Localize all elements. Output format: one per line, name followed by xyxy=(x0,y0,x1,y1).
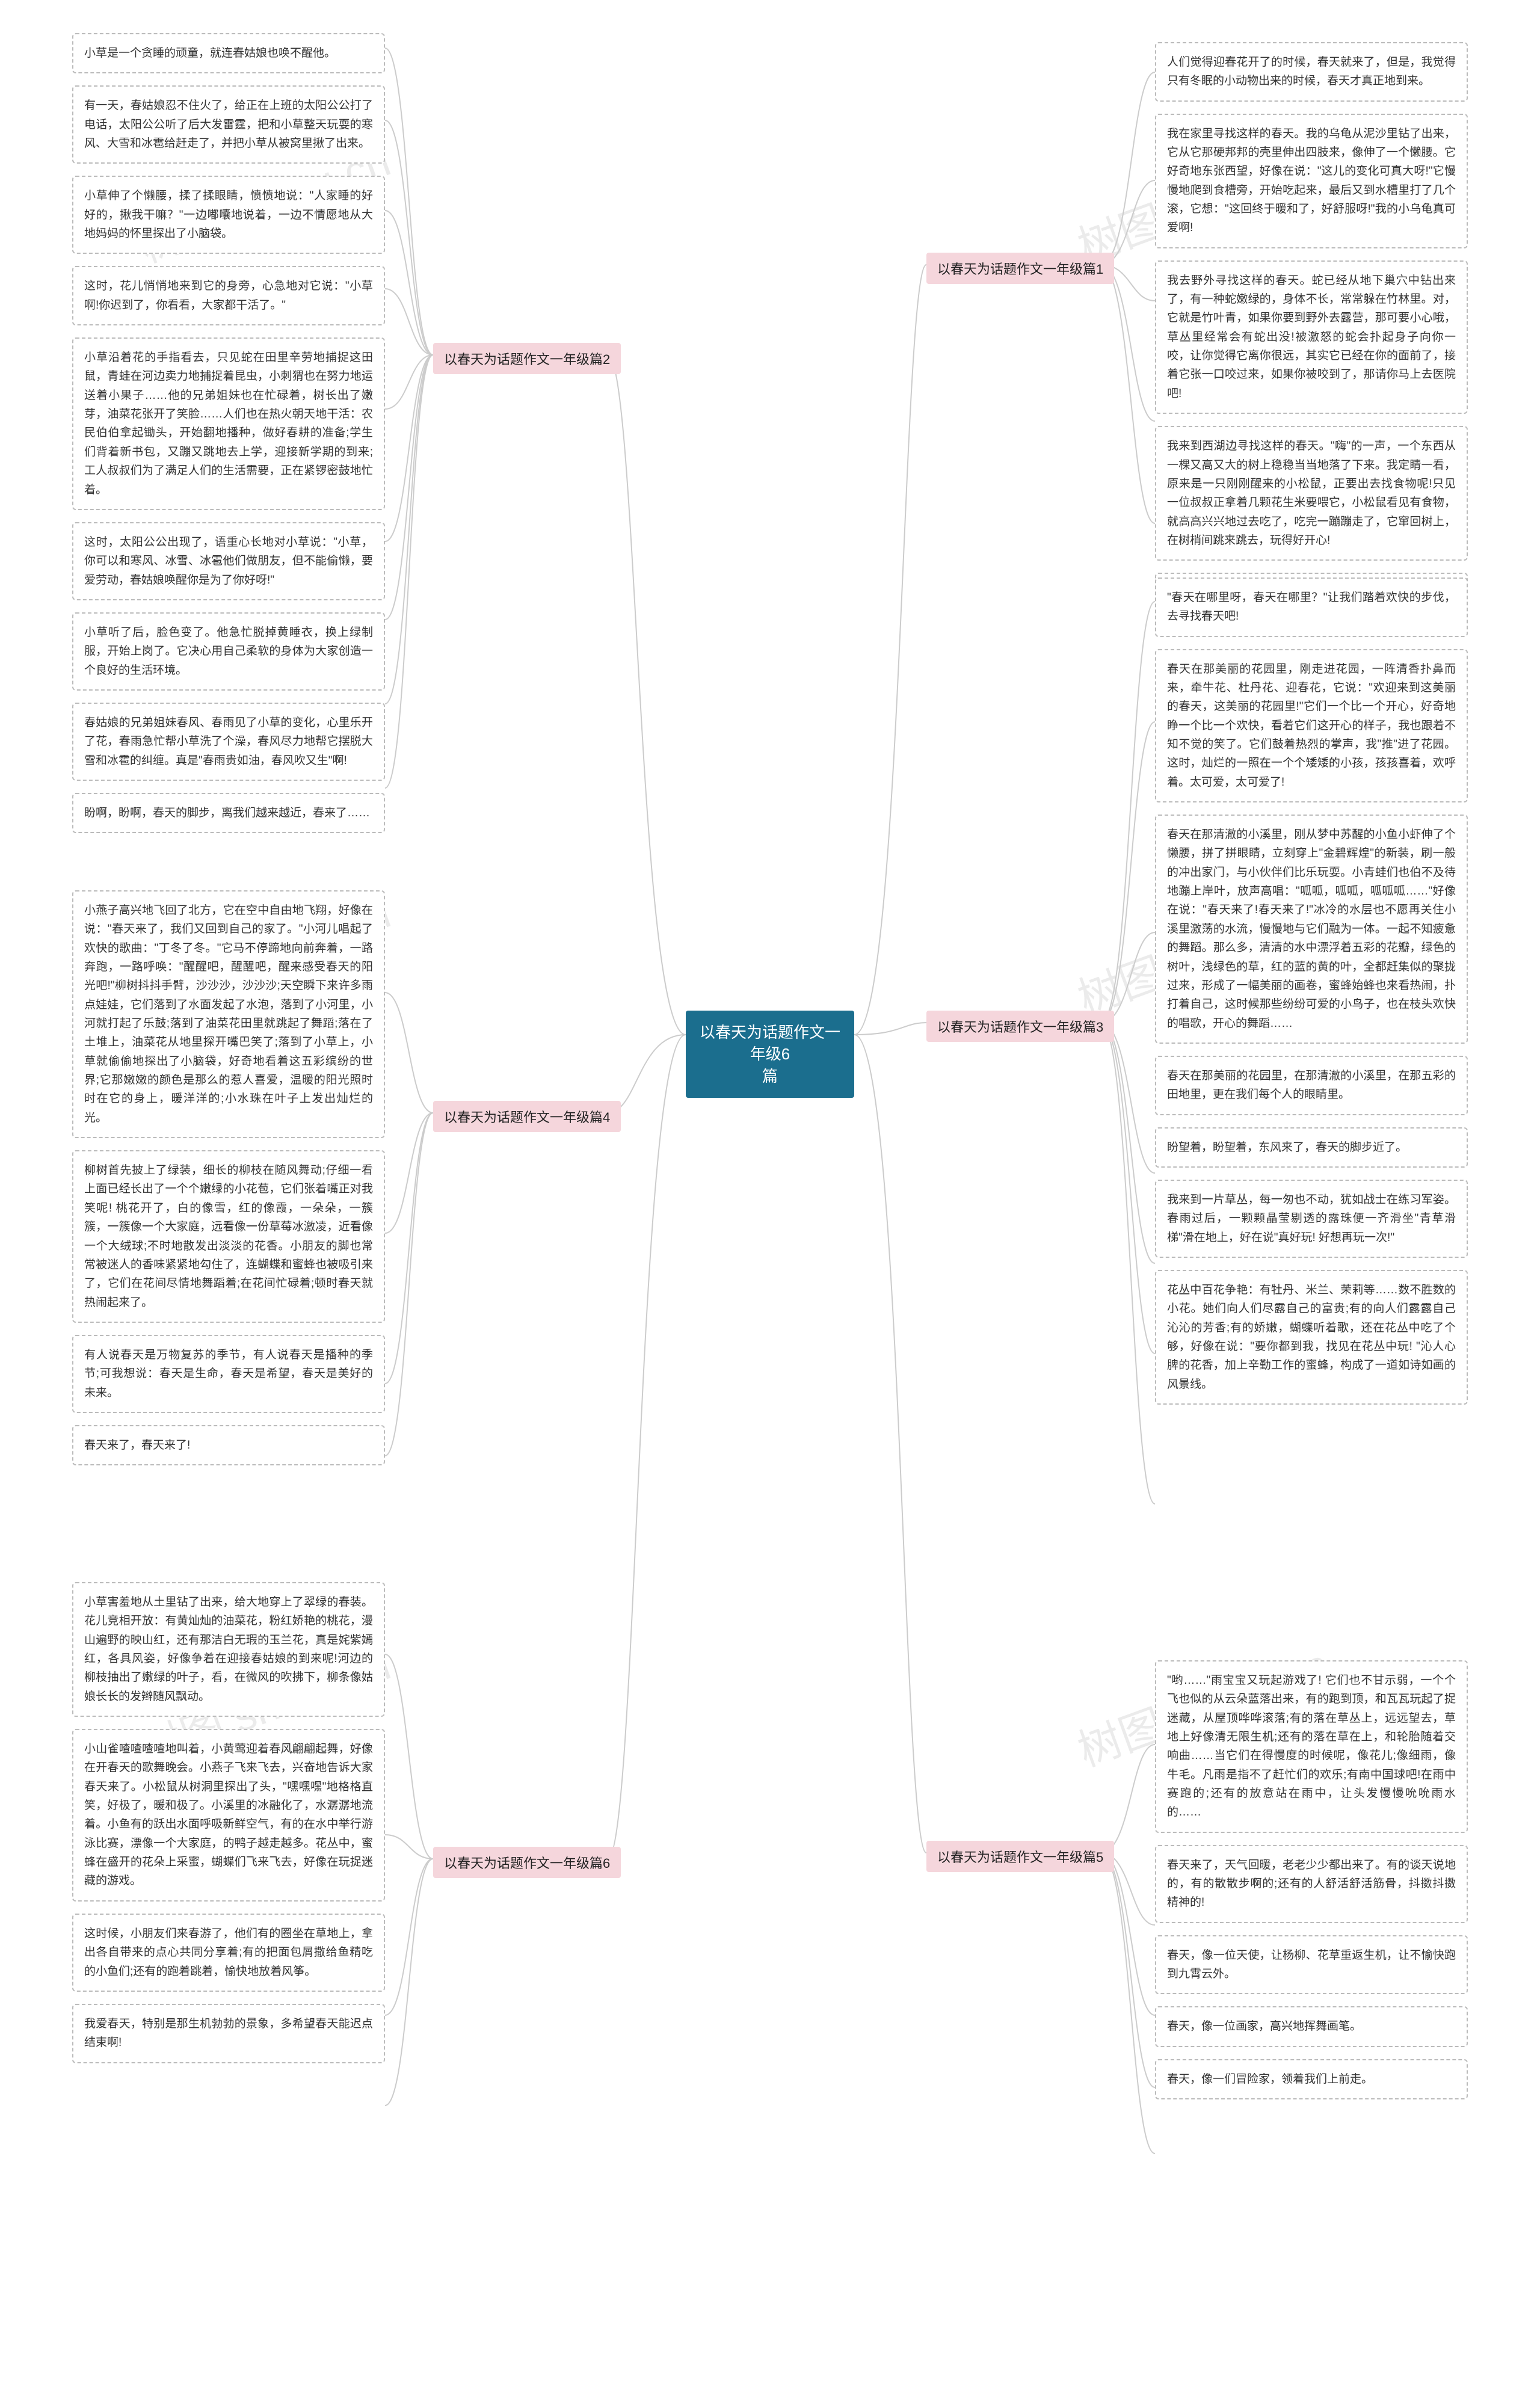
leaf-node: 小草害羞地从土里钻了出来，给大地穿上了翠绿的春装。花儿竞相开放：有黄灿灿的油菜花… xyxy=(72,1582,385,1717)
leaf-node: 小燕子高兴地飞回了北方，它在空中自由地飞翔，好像在说："春天来了，我们又回到自己… xyxy=(72,890,385,1138)
leaf-node: 春天来了，天气回暖，老老少少都出来了。有的谈天说地的，有的散散步啊的;还有的人舒… xyxy=(1155,1845,1468,1923)
leaf-node: 盼啊，盼啊，春天的脚步，离我们越来越近，春来了…… xyxy=(72,793,385,833)
leaf-column-2: 小草是一个贪睡的顽童，就连春姑娘也唤不醒他。 有一天，春姑娘忍不住火了，给正在上… xyxy=(72,33,385,833)
chapter-node-5: 以春天为话题作文一年级篇5 xyxy=(926,1841,1114,1872)
leaf-node: 小草沿着花的手指看去，只见蛇在田里辛劳地捕捉这田鼠，青蛙在河边卖力地捕捉着昆虫，… xyxy=(72,337,385,510)
leaf-node: 春天，像一位画家，高兴地挥舞画笔。 xyxy=(1155,2006,1468,2046)
leaf-node: 柳树首先披上了绿装，细长的柳枝在随风舞动;仔细一看上面已经长出了一个个嫩绿的小花… xyxy=(72,1150,385,1323)
leaf-column-5: "哟……"雨宝宝又玩起游戏了! 它们也不甘示弱，一个个飞也似的从云朵蓝落出来，有… xyxy=(1155,1660,1468,2099)
leaf-node: 春天，像一位天使，让杨柳、花草重返生机，让不愉快跑到九霄云外。 xyxy=(1155,1935,1468,1995)
leaf-node: 我来到西湖边寻找这样的春天。"嗨"的一声，一个东西从一棵又高又大的树上稳稳当当地… xyxy=(1155,426,1468,561)
leaf-node: 小草听了后，脸色变了。他急忙脱掉黄睡衣，换上绿制服，开始上岗了。它决心用自己柔软… xyxy=(72,612,385,691)
leaf-node: 小山雀喳喳喳喳地叫着，小黄莺迎着春风翩翩起舞，好像在开春天的歌舞晚会。小燕子飞来… xyxy=(72,1729,385,1902)
leaf-node: 这时，花儿悄悄地来到它的身旁，心急地对它说："小草啊!你迟到了，你看看，大家都干… xyxy=(72,266,385,325)
leaf-node: 小草是一个贪睡的顽童，就连春姑娘也唤不醒他。 xyxy=(72,33,385,73)
leaf-node: 盼望着，盼望着，东风来了，春天的脚步近了。 xyxy=(1155,1127,1468,1168)
chapter-node-4: 以春天为话题作文一年级篇4 xyxy=(433,1101,621,1132)
leaf-node: 我去野外寻找这样的春天。蛇已经从地下巢穴中钻出来了，有一种蛇嫩绿的，身体不长，常… xyxy=(1155,260,1468,414)
leaf-node: 这时，太阳公公出现了，语重心长地对小草说："小草，你可以和寒风、冰雪、冰雹他们做… xyxy=(72,522,385,600)
leaf-node: 春姑娘的兄弟姐妹春风、春雨见了小草的变化，心里乐开了花，春雨急忙帮小草洗了个澡，… xyxy=(72,703,385,781)
chapter-node-6: 以春天为话题作文一年级篇6 xyxy=(433,1847,621,1878)
leaf-node: 人们觉得迎春花开了的时候，春天就来了，但是，我觉得只有冬眠的小动物出来的时候，春… xyxy=(1155,42,1468,102)
leaf-node: 春天在那清澈的小溪里，刚从梦中苏醒的小鱼小虾伸了个懒腰，拼了拼眼睛，立刻穿上"金… xyxy=(1155,815,1468,1044)
leaf-column-3: "春天在哪里呀，春天在哪里？"让我们踏着欢快的步伐，去寻找春天吧! 春天在那美丽… xyxy=(1155,577,1468,1405)
leaf-node: 我来到一片草丛，每一匆也不动，犹如战士在练习军姿。春雨过后，一颗颗晶莹剔透的露珠… xyxy=(1155,1180,1468,1258)
leaf-node: 我在家里寻找这样的春天。我的乌龟从泥沙里钻了出来，它从它那硬邦邦的壳里伸出四肢来… xyxy=(1155,114,1468,248)
chapter-node-3: 以春天为话题作文一年级篇3 xyxy=(926,1011,1114,1042)
leaf-node: 小草伸了个懒腰，揉了揉眼睛，愤愤地说："人家睡的好好的，揪我干嘛？"一边嘟囔地说… xyxy=(72,176,385,254)
leaf-node: 春天在那美丽的花园里，在那清澈的小溪里，在那五彩的田地里，更在我们每个人的眼睛里… xyxy=(1155,1056,1468,1115)
leaf-node: "春天在哪里呀，春天在哪里？"让我们踏着欢快的步伐，去寻找春天吧! xyxy=(1155,577,1468,637)
leaf-node: 有一天，春姑娘忍不住火了，给正在上班的太阳公公打了电话，太阳公公听了后大发雷霆，… xyxy=(72,85,385,164)
root-node: 以春天为话题作文一年级6篇 xyxy=(686,1011,854,1098)
leaf-node: 花丛中百花争艳：有牡丹、米兰、茉莉等……数不胜数的小花。她们向人们尽露自己的富贵… xyxy=(1155,1270,1468,1405)
leaf-node: 春天来了，春天来了! xyxy=(72,1425,385,1465)
leaf-node: 我爱春天，特别是那生机勃勃的景象，多希望春天能迟点结束啊! xyxy=(72,2004,385,2063)
leaf-column-6: 小草害羞地从土里钻了出来，给大地穿上了翠绿的春装。花儿竞相开放：有黄灿灿的油菜花… xyxy=(72,1582,385,2063)
leaf-node: 这时候，小朋友们来春游了，他们有的圈坐在草地上，拿出各自带来的点心共同分享着;有… xyxy=(72,1914,385,1992)
chapter-node-2: 以春天为话题作文一年级篇2 xyxy=(433,343,621,374)
leaf-column-4: 小燕子高兴地飞回了北方，它在空中自由地飞翔，好像在说："春天来了，我们又回到自己… xyxy=(72,890,385,1465)
leaf-column-1: 人们觉得迎春花开了的时候，春天就来了，但是，我觉得只有冬眠的小动物出来的时候，春… xyxy=(1155,42,1468,614)
leaf-node: 春天在那美丽的花园里，刚走进花园，一阵清香扑鼻而来，牵牛花、杜丹花、迎春花，它说… xyxy=(1155,649,1468,802)
leaf-node: 有人说春天是万物复苏的季节，有人说春天是播种的季节;可我想说：春天是生命，春天是… xyxy=(72,1335,385,1413)
chapter-node-1: 以春天为话题作文一年级篇1 xyxy=(926,253,1114,284)
leaf-node: 春天，像一们冒险家，领着我们上前走。 xyxy=(1155,2059,1468,2099)
leaf-node: "哟……"雨宝宝又玩起游戏了! 它们也不甘示弱，一个个飞也似的从云朵蓝落出来，有… xyxy=(1155,1660,1468,1833)
